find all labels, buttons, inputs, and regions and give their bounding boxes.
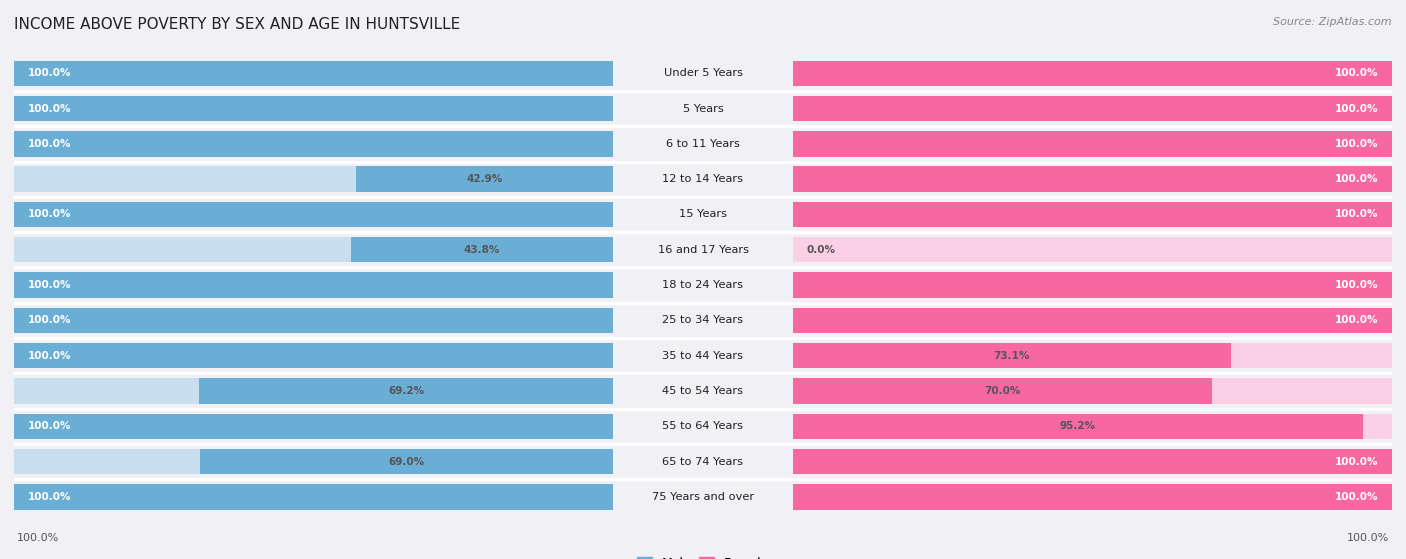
- Bar: [14, 343, 613, 368]
- Bar: [14, 307, 613, 333]
- Bar: [793, 60, 1392, 86]
- Bar: [793, 484, 1392, 510]
- Text: 100.0%: 100.0%: [1334, 280, 1378, 290]
- Bar: [793, 60, 1392, 86]
- Text: 100.0%: 100.0%: [28, 492, 72, 502]
- Bar: [14, 484, 613, 510]
- Text: 100.0%: 100.0%: [28, 421, 72, 432]
- Text: 15 Years: 15 Years: [679, 210, 727, 220]
- Text: 5 Years: 5 Years: [683, 103, 723, 113]
- Text: Under 5 Years: Under 5 Years: [664, 68, 742, 78]
- Bar: [793, 202, 1392, 227]
- Legend: Male, Female: Male, Female: [631, 552, 775, 559]
- Text: 100.0%: 100.0%: [1347, 533, 1389, 543]
- Bar: [14, 484, 613, 510]
- Bar: [793, 378, 1392, 404]
- Text: 95.2%: 95.2%: [1060, 421, 1095, 432]
- Text: Source: ZipAtlas.com: Source: ZipAtlas.com: [1274, 17, 1392, 27]
- Text: 69.0%: 69.0%: [388, 457, 425, 467]
- Text: 100.0%: 100.0%: [1334, 457, 1378, 467]
- Text: 0.0%: 0.0%: [807, 245, 835, 255]
- Text: 70.0%: 70.0%: [984, 386, 1021, 396]
- Text: 75 Years and over: 75 Years and over: [652, 492, 754, 502]
- Bar: [793, 484, 1392, 510]
- Text: 100.0%: 100.0%: [1334, 139, 1378, 149]
- Text: 69.2%: 69.2%: [388, 386, 425, 396]
- Text: 100.0%: 100.0%: [28, 103, 72, 113]
- Bar: [352, 237, 613, 263]
- Bar: [14, 131, 613, 157]
- Bar: [793, 414, 1364, 439]
- Bar: [14, 237, 613, 263]
- Text: 6 to 11 Years: 6 to 11 Years: [666, 139, 740, 149]
- Bar: [793, 167, 1392, 192]
- Bar: [793, 167, 1392, 192]
- Bar: [356, 167, 613, 192]
- Bar: [14, 449, 613, 475]
- Text: 43.8%: 43.8%: [464, 245, 501, 255]
- Bar: [14, 167, 613, 192]
- Text: 100.0%: 100.0%: [28, 315, 72, 325]
- Bar: [793, 449, 1392, 475]
- Text: 45 to 54 Years: 45 to 54 Years: [662, 386, 744, 396]
- Text: 100.0%: 100.0%: [28, 68, 72, 78]
- Bar: [793, 414, 1392, 439]
- Text: 73.1%: 73.1%: [994, 350, 1029, 361]
- Text: 65 to 74 Years: 65 to 74 Years: [662, 457, 744, 467]
- Bar: [793, 272, 1392, 298]
- Bar: [14, 96, 613, 121]
- Bar: [793, 237, 1392, 263]
- Text: 35 to 44 Years: 35 to 44 Years: [662, 350, 744, 361]
- Bar: [793, 378, 1212, 404]
- Text: 100.0%: 100.0%: [1334, 315, 1378, 325]
- Text: 100.0%: 100.0%: [1334, 68, 1378, 78]
- Bar: [793, 343, 1392, 368]
- Bar: [14, 343, 613, 368]
- Bar: [793, 202, 1392, 227]
- Bar: [14, 202, 613, 227]
- Text: 100.0%: 100.0%: [28, 210, 72, 220]
- Bar: [793, 449, 1392, 475]
- Text: 100.0%: 100.0%: [28, 350, 72, 361]
- Text: 100.0%: 100.0%: [28, 280, 72, 290]
- Text: 16 and 17 Years: 16 and 17 Years: [658, 245, 748, 255]
- Bar: [198, 378, 613, 404]
- Text: 25 to 34 Years: 25 to 34 Years: [662, 315, 744, 325]
- Bar: [793, 307, 1392, 333]
- Bar: [14, 202, 613, 227]
- Text: 18 to 24 Years: 18 to 24 Years: [662, 280, 744, 290]
- Bar: [200, 449, 613, 475]
- Text: 100.0%: 100.0%: [1334, 210, 1378, 220]
- Bar: [14, 131, 613, 157]
- Bar: [14, 414, 613, 439]
- Text: 100.0%: 100.0%: [17, 533, 59, 543]
- Bar: [14, 272, 613, 298]
- Bar: [793, 272, 1392, 298]
- Bar: [14, 307, 613, 333]
- Text: 100.0%: 100.0%: [28, 139, 72, 149]
- Bar: [14, 378, 613, 404]
- Bar: [793, 131, 1392, 157]
- Bar: [14, 96, 613, 121]
- Text: INCOME ABOVE POVERTY BY SEX AND AGE IN HUNTSVILLE: INCOME ABOVE POVERTY BY SEX AND AGE IN H…: [14, 17, 460, 32]
- Text: 100.0%: 100.0%: [1334, 174, 1378, 184]
- Bar: [793, 131, 1392, 157]
- Text: 100.0%: 100.0%: [1334, 103, 1378, 113]
- Text: 12 to 14 Years: 12 to 14 Years: [662, 174, 744, 184]
- Bar: [793, 307, 1392, 333]
- Bar: [14, 414, 613, 439]
- Bar: [793, 96, 1392, 121]
- Text: 42.9%: 42.9%: [467, 174, 503, 184]
- Bar: [793, 96, 1392, 121]
- Bar: [14, 60, 613, 86]
- Bar: [14, 272, 613, 298]
- Text: 55 to 64 Years: 55 to 64 Years: [662, 421, 744, 432]
- Text: 100.0%: 100.0%: [1334, 492, 1378, 502]
- Bar: [793, 343, 1230, 368]
- Bar: [14, 60, 613, 86]
